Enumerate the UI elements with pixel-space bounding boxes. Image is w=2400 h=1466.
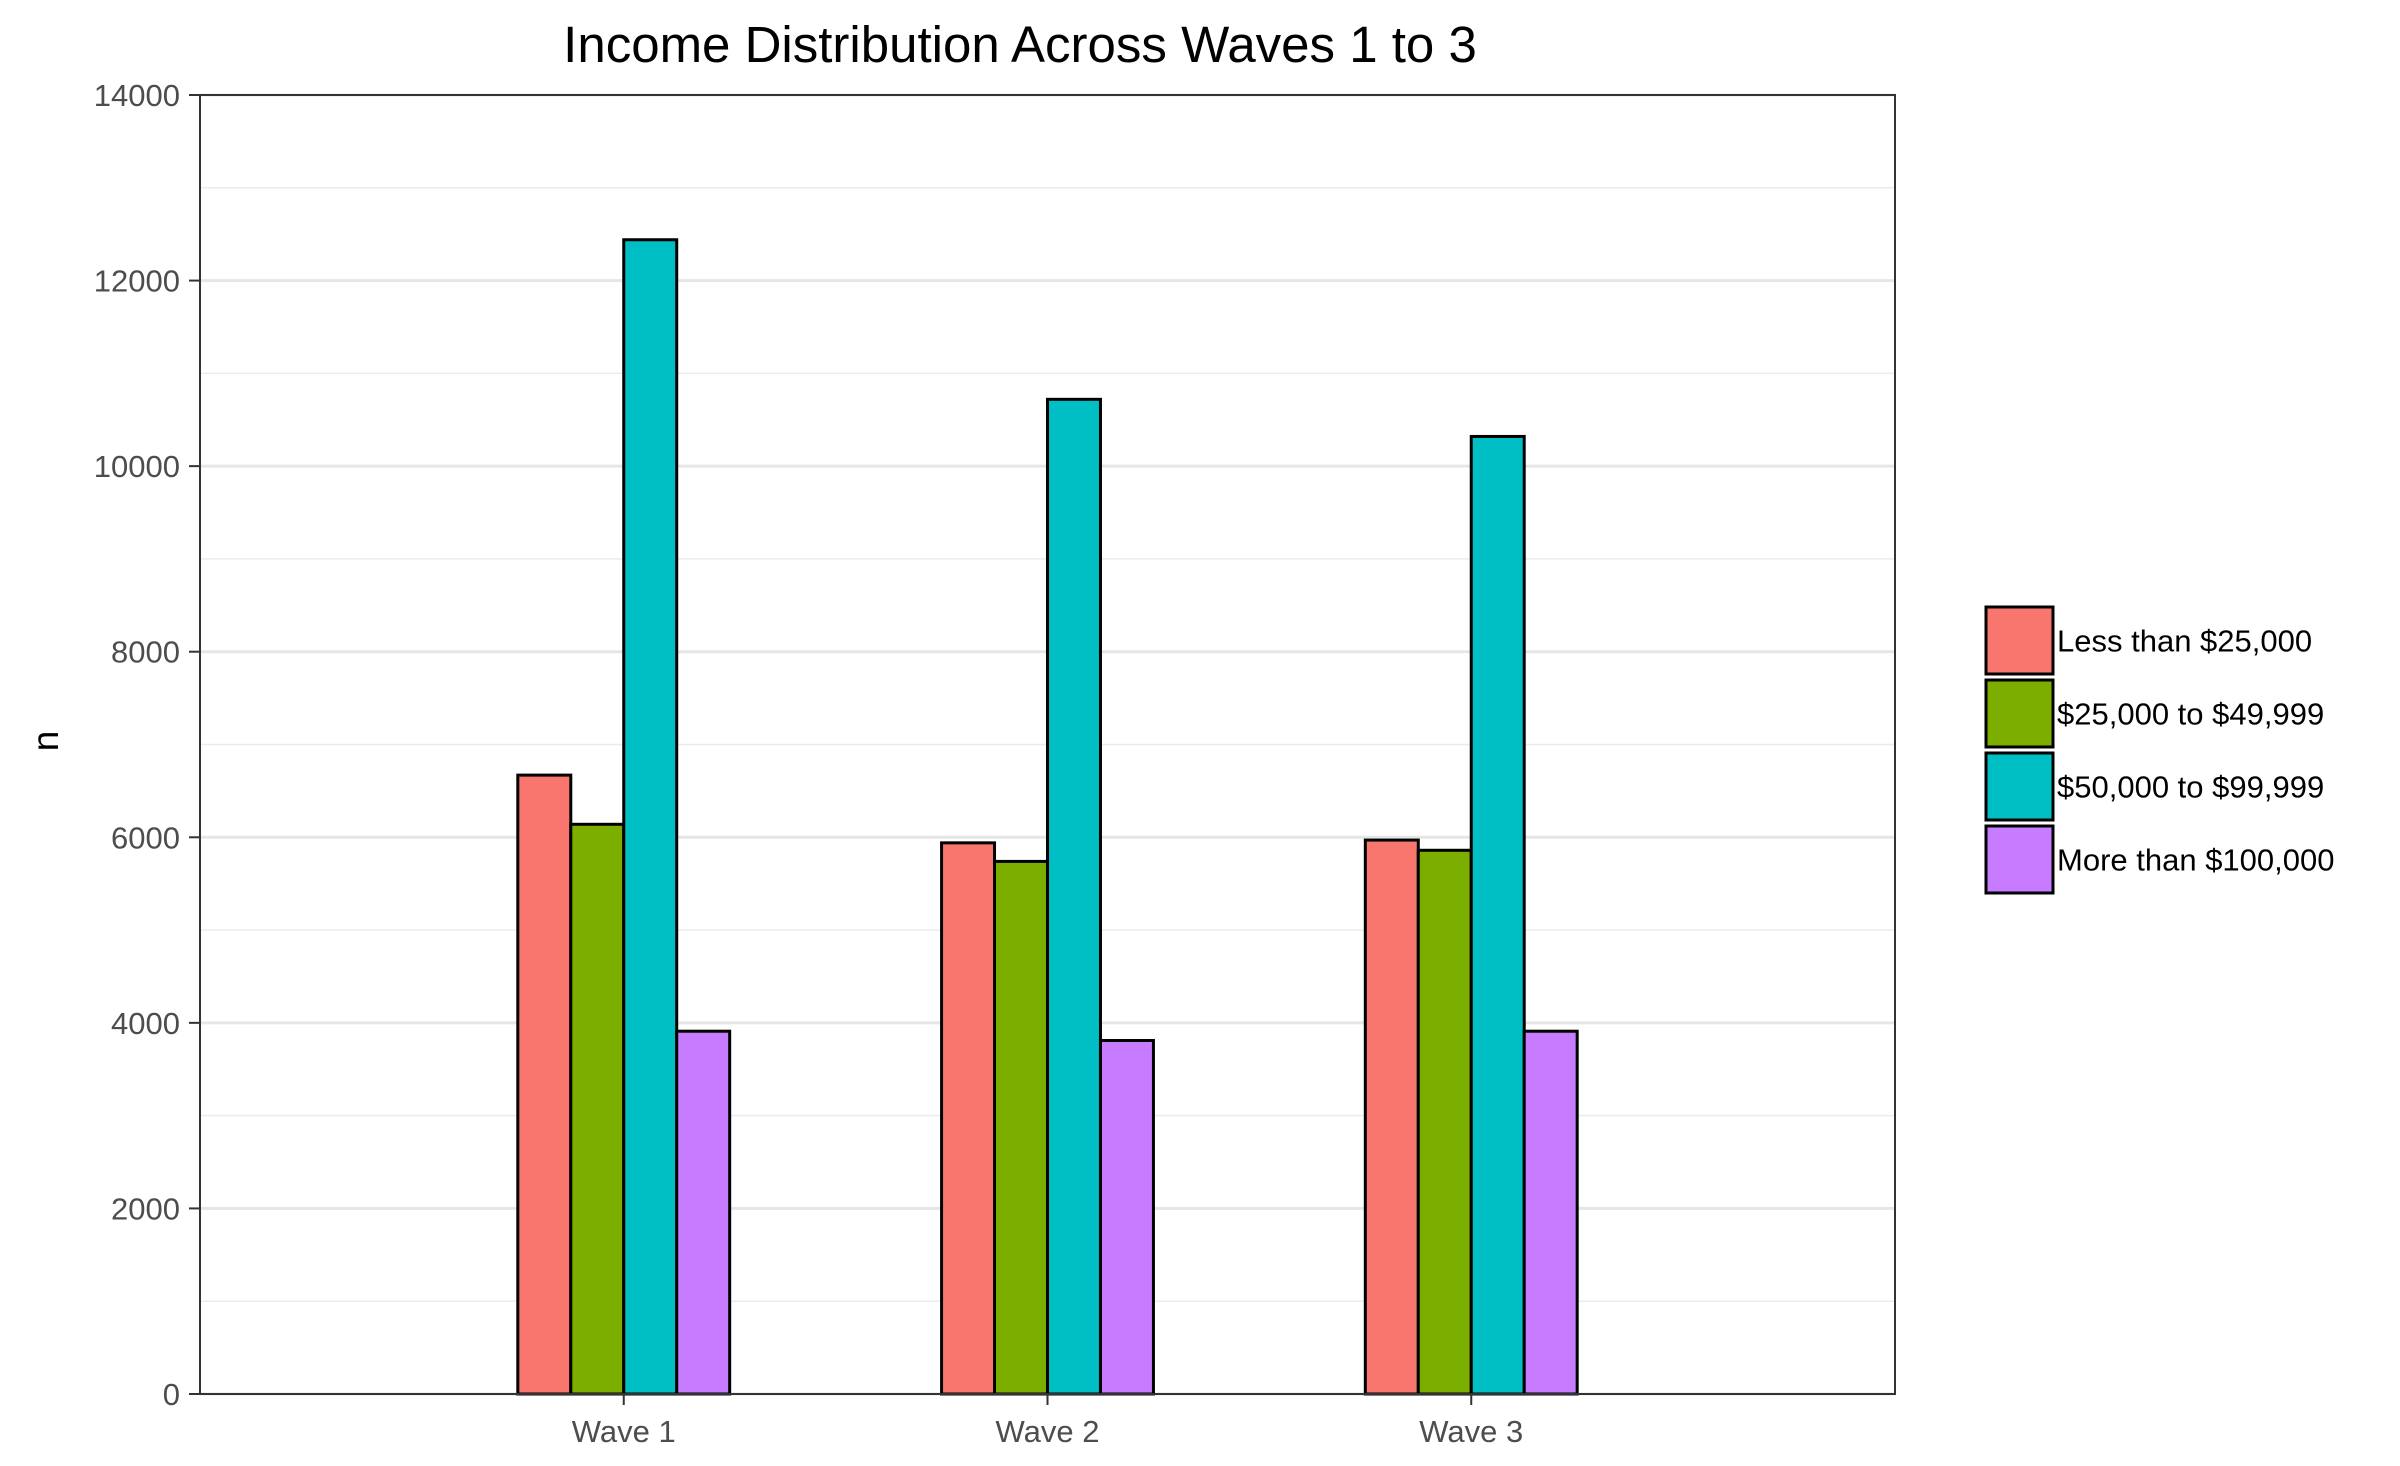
x-axis: Wave 1 Wave 2 Wave 3 bbox=[572, 1394, 1523, 1449]
chart-title: Income Distribution Across Waves 1 to 3 bbox=[563, 16, 1477, 73]
bar bbox=[516, 773, 573, 1396]
legend-label: $50,000 to $99,999 bbox=[2057, 770, 2324, 805]
bar bbox=[1416, 848, 1473, 1396]
y-tick-label: 10000 bbox=[94, 449, 180, 484]
bar bbox=[993, 859, 1049, 1396]
legend-key bbox=[1984, 824, 2055, 895]
x-tick-label: Wave 3 bbox=[1419, 1414, 1523, 1449]
legend-key bbox=[1984, 751, 2055, 822]
bar bbox=[1098, 1038, 1155, 1396]
legend-label: $25,000 to $49,999 bbox=[2057, 697, 2324, 732]
y-tick-label: 12000 bbox=[94, 264, 180, 299]
y-tick-label: 0 bbox=[163, 1377, 180, 1412]
legend-key bbox=[1984, 605, 2055, 676]
y-tick-label: 2000 bbox=[111, 1191, 180, 1226]
bar bbox=[1046, 397, 1102, 1396]
x-tick-label: Wave 1 bbox=[572, 1414, 676, 1449]
bar bbox=[1363, 838, 1420, 1396]
bars bbox=[516, 238, 1579, 1396]
legend-label: Less than $25,000 bbox=[2057, 624, 2312, 659]
legend-key bbox=[1984, 678, 2055, 749]
bar bbox=[675, 1029, 732, 1396]
bar bbox=[622, 238, 679, 1396]
legend-label: More than $100,000 bbox=[2057, 843, 2335, 878]
y-axis: 0 2000 4000 6000 8000 10000 12000 14000 bbox=[94, 78, 200, 1412]
x-tick-label: Wave 2 bbox=[996, 1414, 1100, 1449]
bar bbox=[1469, 434, 1526, 1396]
y-tick-label: 4000 bbox=[111, 1006, 180, 1041]
bar bbox=[569, 822, 626, 1396]
y-tick-label: 6000 bbox=[111, 820, 180, 855]
y-tick-label: 8000 bbox=[111, 635, 180, 670]
bar bbox=[1522, 1029, 1579, 1396]
legend: Less than $25,000 $25,000 to $49,999 $50,0… bbox=[1984, 605, 2335, 895]
y-axis-title: n bbox=[25, 731, 66, 752]
y-tick-label: 14000 bbox=[94, 78, 180, 113]
bar bbox=[940, 841, 997, 1396]
